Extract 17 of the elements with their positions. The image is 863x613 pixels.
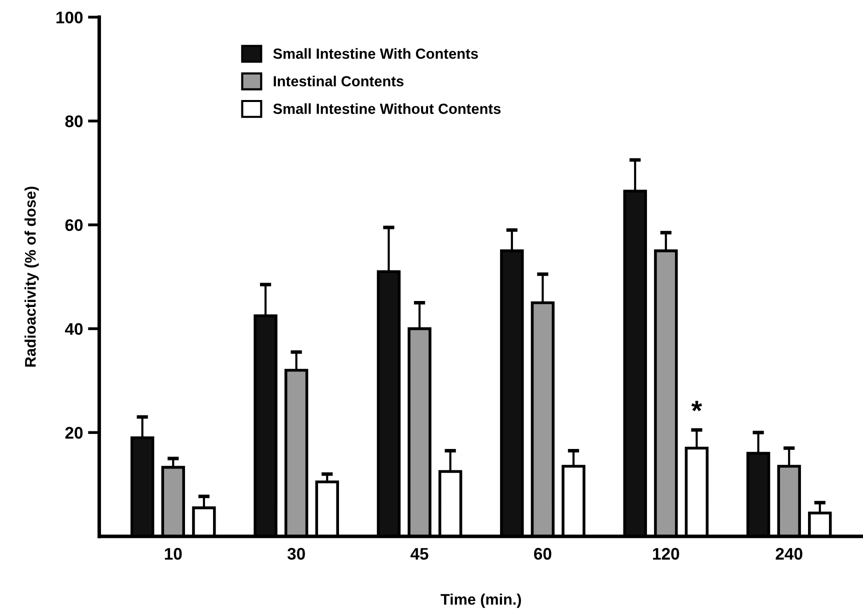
x-tick-label: 60 xyxy=(534,548,552,560)
legend-label: Small Intestine With Contents xyxy=(273,48,478,59)
x-tick-label: 45 xyxy=(410,548,428,560)
legend-label: Small Intestine Without Contents xyxy=(273,103,501,114)
x-tick-label: 30 xyxy=(287,548,305,560)
x-tick-label: 120 xyxy=(653,548,680,560)
x-axis-title: Time (min.) xyxy=(440,594,521,608)
y-tick-label: 40 xyxy=(64,323,83,335)
x-tick-label: 10 xyxy=(164,548,182,560)
y-axis-title: Radioactivity (% of dose) xyxy=(24,186,39,367)
x-tick-label: 240 xyxy=(776,548,802,560)
y-tick-label: 100 xyxy=(56,12,83,24)
legend-label: Intestinal Contents xyxy=(274,76,404,86)
y-tick-label: 20 xyxy=(65,426,83,439)
annotation: * xyxy=(691,400,702,412)
y-tick-label: 60 xyxy=(65,219,83,232)
y-tick-label: 80 xyxy=(65,115,83,128)
